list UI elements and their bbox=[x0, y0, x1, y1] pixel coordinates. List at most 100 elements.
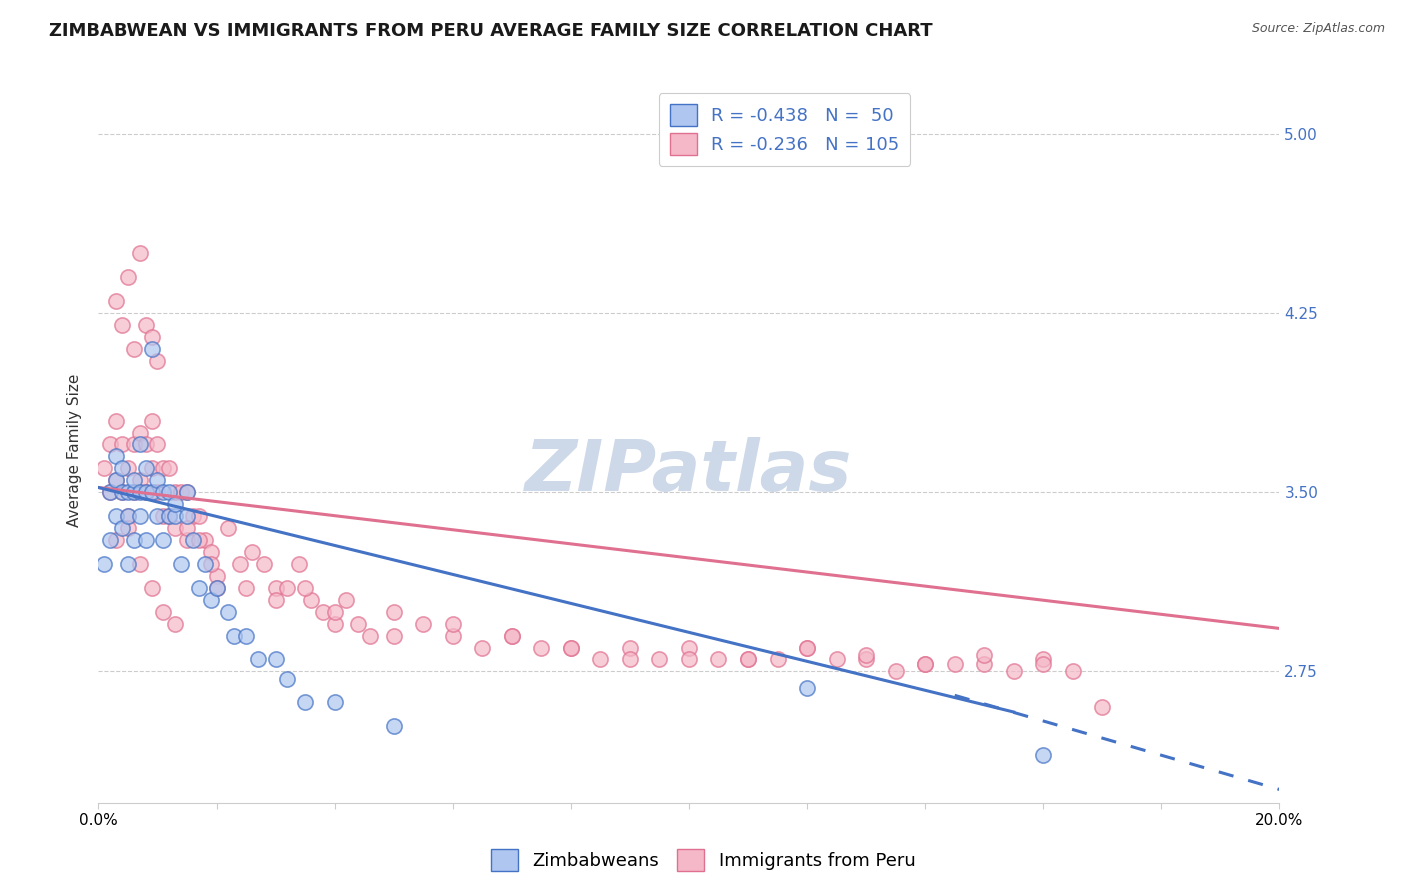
Point bbox=[560, 640, 582, 655]
Point bbox=[152, 605, 174, 619]
Text: ZIMBABWEAN VS IMMIGRANTS FROM PERU AVERAGE FAMILY SIZE CORRELATION CHART: ZIMBABWEAN VS IMMIGRANTS FROM PERU AVERA… bbox=[49, 22, 932, 40]
Point bbox=[122, 533, 145, 547]
Point bbox=[146, 473, 169, 487]
Y-axis label: Average Family Size: Average Family Size bbox=[67, 374, 83, 527]
Point bbox=[253, 557, 276, 571]
Point bbox=[146, 509, 169, 524]
Point bbox=[141, 342, 163, 356]
Point bbox=[111, 521, 134, 535]
Point bbox=[135, 533, 157, 547]
Point bbox=[146, 354, 169, 368]
Point bbox=[128, 425, 150, 440]
Point bbox=[973, 657, 995, 672]
Point bbox=[170, 485, 193, 500]
Point bbox=[152, 509, 174, 524]
Point bbox=[347, 616, 370, 631]
Point bbox=[105, 294, 128, 309]
Point bbox=[93, 557, 115, 571]
Point bbox=[1032, 657, 1054, 672]
Point bbox=[205, 581, 228, 595]
Point bbox=[157, 509, 180, 524]
Point bbox=[105, 473, 128, 487]
Point bbox=[264, 592, 287, 607]
Point bbox=[111, 485, 134, 500]
Point bbox=[235, 581, 257, 595]
Point bbox=[276, 581, 298, 595]
Point bbox=[246, 652, 269, 666]
Point bbox=[589, 652, 612, 666]
Text: ZIPatlas: ZIPatlas bbox=[526, 437, 852, 506]
Point bbox=[128, 473, 150, 487]
Point bbox=[111, 485, 134, 500]
Point bbox=[170, 557, 193, 571]
Point bbox=[117, 270, 139, 285]
Point bbox=[288, 557, 311, 571]
Point bbox=[117, 461, 139, 475]
Point bbox=[176, 533, 198, 547]
Point bbox=[200, 545, 222, 559]
Point bbox=[105, 533, 128, 547]
Point bbox=[105, 414, 128, 428]
Point bbox=[200, 557, 222, 571]
Point bbox=[1091, 700, 1114, 714]
Point bbox=[128, 246, 150, 260]
Point bbox=[98, 437, 121, 451]
Point bbox=[152, 533, 174, 547]
Point bbox=[382, 629, 405, 643]
Point bbox=[105, 450, 128, 464]
Point bbox=[530, 640, 553, 655]
Point bbox=[122, 485, 145, 500]
Point bbox=[335, 592, 357, 607]
Point bbox=[914, 657, 936, 672]
Point bbox=[165, 521, 187, 535]
Point bbox=[141, 581, 163, 595]
Point bbox=[98, 485, 121, 500]
Point bbox=[98, 533, 121, 547]
Point bbox=[299, 592, 322, 607]
Point bbox=[737, 652, 759, 666]
Point bbox=[176, 509, 198, 524]
Point bbox=[165, 509, 187, 524]
Point bbox=[796, 640, 818, 655]
Point bbox=[165, 485, 187, 500]
Point bbox=[157, 485, 180, 500]
Point bbox=[1062, 665, 1084, 679]
Point bbox=[135, 437, 157, 451]
Point bbox=[152, 461, 174, 475]
Point bbox=[200, 592, 222, 607]
Point bbox=[128, 509, 150, 524]
Text: Source: ZipAtlas.com: Source: ZipAtlas.com bbox=[1251, 22, 1385, 36]
Point bbox=[412, 616, 434, 631]
Point bbox=[678, 652, 700, 666]
Point bbox=[796, 640, 818, 655]
Point bbox=[141, 414, 163, 428]
Point bbox=[229, 557, 252, 571]
Point bbox=[323, 616, 346, 631]
Point bbox=[1032, 747, 1054, 762]
Point bbox=[141, 485, 163, 500]
Point bbox=[441, 616, 464, 631]
Point bbox=[678, 640, 700, 655]
Point bbox=[855, 648, 877, 662]
Point bbox=[93, 461, 115, 475]
Point bbox=[235, 629, 257, 643]
Point bbox=[294, 581, 316, 595]
Point bbox=[648, 652, 671, 666]
Point bbox=[194, 533, 217, 547]
Point bbox=[135, 318, 157, 332]
Point bbox=[973, 648, 995, 662]
Point bbox=[855, 652, 877, 666]
Point bbox=[501, 629, 523, 643]
Point bbox=[128, 485, 150, 500]
Point bbox=[141, 461, 163, 475]
Point bbox=[294, 696, 316, 710]
Point bbox=[323, 605, 346, 619]
Point bbox=[943, 657, 966, 672]
Point bbox=[205, 569, 228, 583]
Point bbox=[825, 652, 848, 666]
Point bbox=[224, 629, 246, 643]
Point bbox=[471, 640, 494, 655]
Point bbox=[382, 605, 405, 619]
Point bbox=[176, 485, 198, 500]
Point bbox=[157, 461, 180, 475]
